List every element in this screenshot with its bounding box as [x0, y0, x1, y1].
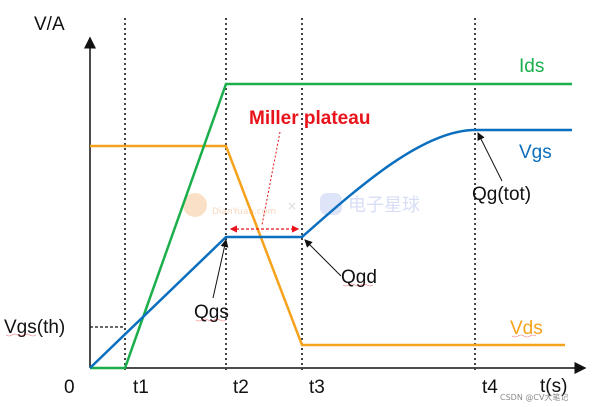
vds-curve — [90, 144, 565, 347]
t4-label: t4 — [482, 377, 498, 398]
qgd-label: Qgd — [341, 267, 377, 288]
watermark-logo-cn: 电子星球 — [348, 195, 420, 216]
origin-label: 0 — [64, 377, 75, 398]
qg-tot-pointer — [477, 132, 503, 182]
watermark-logo-icon — [183, 193, 207, 217]
qgd-underline — [342, 283, 374, 287]
qgs-label: Qgs — [194, 302, 229, 323]
watermark-logo-en: DianYuan.com — [212, 207, 276, 217]
ids-curve — [90, 82, 572, 370]
vgs-th-underline — [5, 333, 37, 337]
qg-tot-label: Qg(tot) — [472, 184, 531, 205]
vgs-th-label: Vgs(th) — [4, 317, 65, 338]
vds-label: Vds — [510, 318, 543, 339]
x-axis-label: t(s) — [540, 376, 567, 397]
t2-label: t2 — [233, 377, 249, 398]
y-axis-label: V/A — [34, 14, 65, 35]
miller-plateau-label: Miller plateau — [249, 108, 370, 129]
qgs-pointer — [212, 239, 229, 299]
qgs-underline — [195, 318, 227, 322]
watermark-credit: CSDN @CV大笔记 — [500, 392, 568, 402]
watermark-group: DianYuan.com × 电子星球 — [183, 193, 420, 217]
vds-underline — [511, 334, 537, 338]
t1-label: t1 — [133, 377, 149, 398]
t3-label: t3 — [309, 377, 325, 398]
vgs-label: Vgs — [519, 142, 552, 163]
ids-label: Ids — [519, 56, 544, 77]
watermark-robot-icon — [320, 193, 342, 215]
watermark-x-icon: × — [287, 199, 297, 213]
qgd-pointer — [304, 239, 342, 277]
vgs-curve — [89, 128, 572, 369]
